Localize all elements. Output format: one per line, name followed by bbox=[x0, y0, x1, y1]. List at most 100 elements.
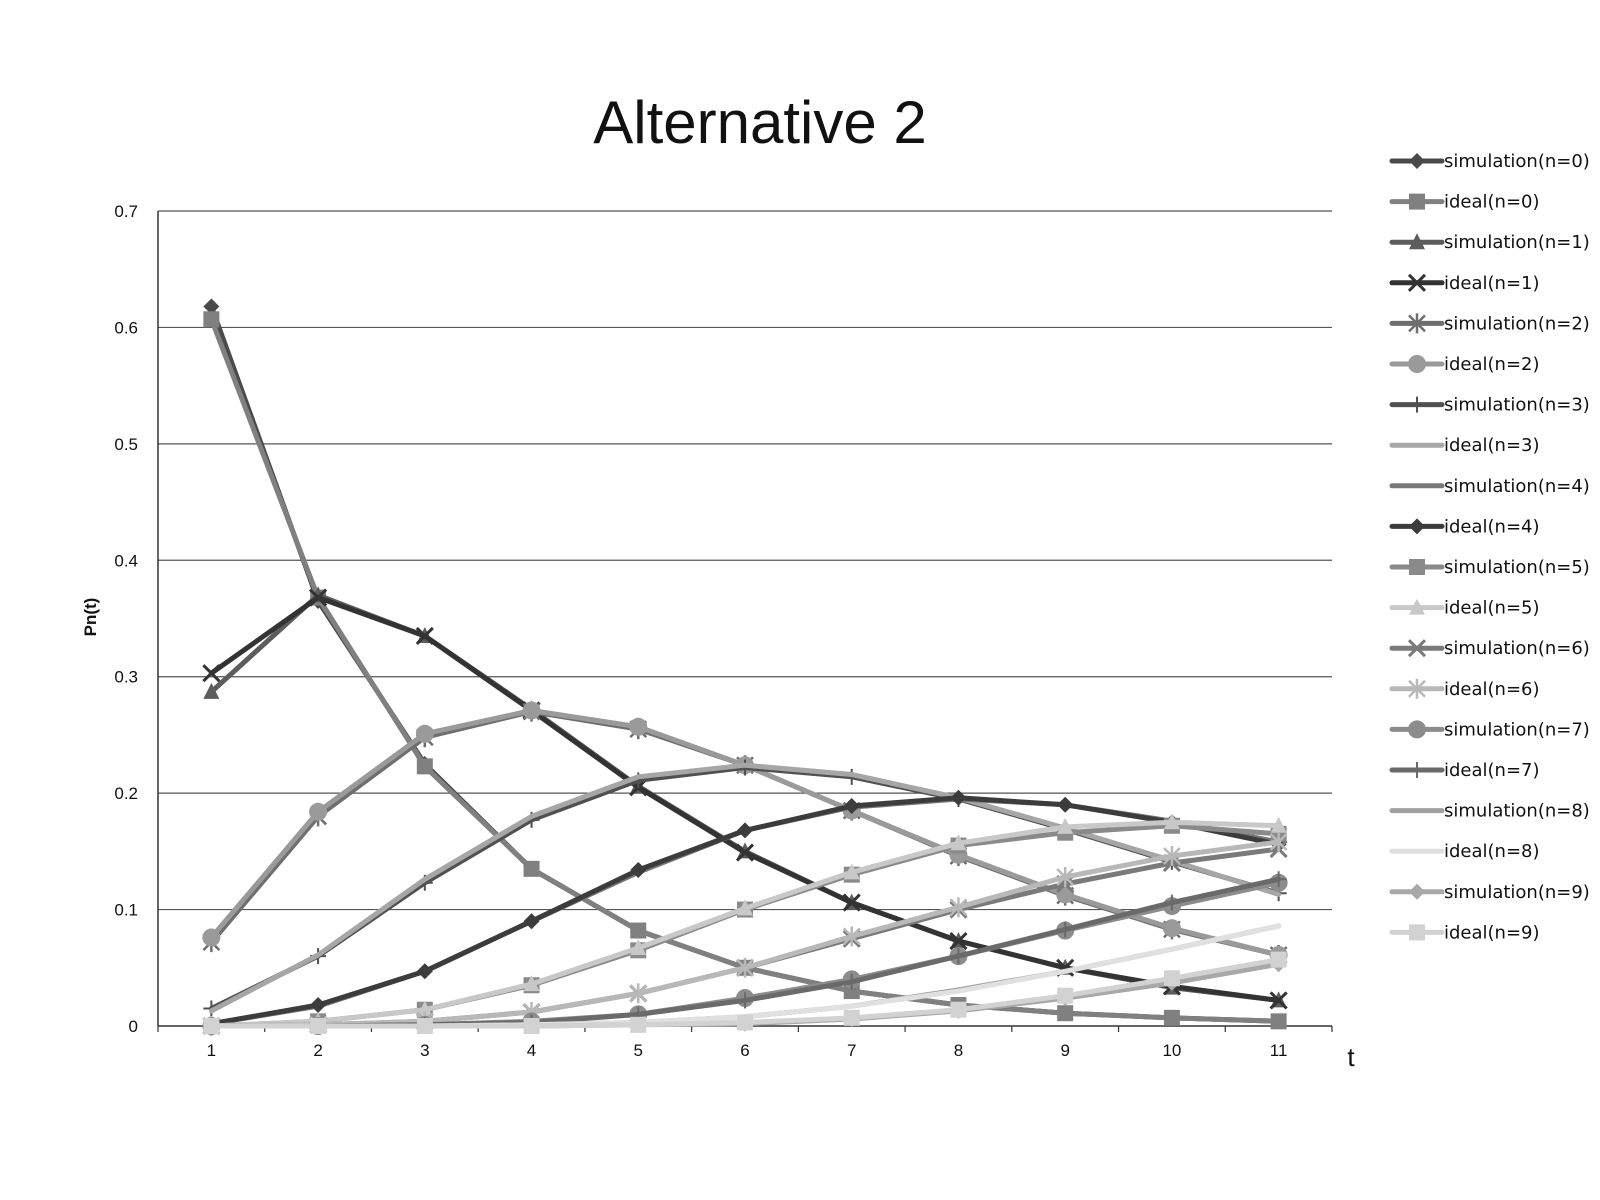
data-point bbox=[843, 797, 860, 814]
y-axis-title: Pn(t) bbox=[81, 598, 100, 637]
data-point bbox=[203, 311, 220, 328]
data-point bbox=[522, 701, 541, 720]
data-point bbox=[1056, 866, 1075, 887]
series-ideal-n-9 bbox=[203, 951, 1287, 1034]
data-point bbox=[1269, 832, 1288, 853]
legend-label: simulation(n=6) bbox=[1444, 638, 1590, 659]
legend-item: simulation(n=2) bbox=[1389, 313, 1590, 334]
legend-label: ideal(n=9) bbox=[1444, 922, 1540, 943]
legend-label: simulation(n=9) bbox=[1444, 882, 1590, 903]
data-point bbox=[1407, 273, 1427, 292]
data-point bbox=[1409, 233, 1425, 250]
legend-item: simulation(n=3) bbox=[1389, 395, 1590, 416]
legend: simulation(n=0) ideal(n=0) simulation(n=1)… bbox=[1389, 151, 1590, 943]
data-point bbox=[1057, 987, 1074, 1004]
series-ideal-n-1 bbox=[202, 588, 1288, 1010]
data-point bbox=[629, 717, 648, 736]
x-tick-label: 9 bbox=[1060, 1041, 1069, 1060]
data-point bbox=[1408, 313, 1426, 334]
series-simulation-n-1 bbox=[203, 586, 1287, 1008]
data-point bbox=[842, 893, 861, 912]
legend-label: ideal(n=2) bbox=[1444, 354, 1540, 375]
data-point bbox=[949, 931, 968, 951]
data-point bbox=[1270, 816, 1287, 833]
data-point bbox=[736, 957, 754, 978]
x-tick-label: 3 bbox=[420, 1041, 429, 1060]
data-point bbox=[1163, 1009, 1180, 1026]
data-point bbox=[737, 992, 753, 1009]
data-point bbox=[1409, 924, 1425, 941]
data-point bbox=[309, 802, 328, 821]
x-tick-label: 7 bbox=[847, 1041, 856, 1060]
data-point bbox=[737, 899, 753, 916]
data-point bbox=[202, 664, 221, 683]
legend-item: ideal(n=2) bbox=[1389, 354, 1540, 375]
legend-label: simulation(n=3) bbox=[1444, 395, 1590, 416]
data-point bbox=[415, 724, 434, 743]
data-point bbox=[950, 1001, 967, 1018]
data-point bbox=[737, 822, 753, 839]
y-tick-label: 0 bbox=[129, 1017, 138, 1036]
data-point bbox=[843, 1009, 860, 1026]
y-tick-label: 0.5 bbox=[114, 435, 138, 454]
legend-item: ideal(n=1) bbox=[1389, 273, 1540, 294]
legend-label: ideal(n=6) bbox=[1444, 679, 1540, 700]
data-point bbox=[416, 1018, 433, 1034]
series-line bbox=[208, 592, 1282, 1003]
data-point bbox=[523, 975, 540, 992]
data-point bbox=[1056, 885, 1075, 904]
data-point bbox=[523, 860, 540, 877]
y-tick-label: 0.6 bbox=[114, 318, 138, 337]
x-tick-label: 2 bbox=[313, 1041, 322, 1060]
y-tick-label: 0.4 bbox=[114, 551, 138, 570]
data-point bbox=[203, 682, 220, 699]
data-point bbox=[1057, 817, 1074, 834]
legend-item: simulation(n=0) bbox=[1389, 151, 1590, 172]
data-point bbox=[1408, 355, 1426, 373]
axes: 0 0.1 0.2 0.3 0.4 0.5 0.6 0.7 1 2 3 4 5 6 7 8 9 10 11 bbox=[114, 202, 1333, 1060]
data-point bbox=[950, 948, 967, 965]
x-axis-title: t bbox=[1347, 1042, 1355, 1072]
series-ideal-n-7 bbox=[203, 871, 1287, 1034]
x-tick-label: 10 bbox=[1162, 1041, 1181, 1060]
data-point bbox=[1408, 678, 1426, 699]
y-tick-label: 0.2 bbox=[114, 784, 138, 803]
legend-item: simulation(n=7) bbox=[1389, 719, 1590, 740]
data-point bbox=[523, 913, 540, 930]
data-point bbox=[1269, 991, 1288, 1010]
data-point bbox=[203, 1018, 220, 1034]
legend-item: simulation(n=4) bbox=[1389, 476, 1590, 497]
data-point bbox=[1409, 193, 1425, 210]
legend-label: simulation(n=0) bbox=[1444, 151, 1590, 172]
data-point bbox=[416, 1000, 433, 1017]
data-point bbox=[629, 983, 648, 1004]
chart-title: Alternative 2 bbox=[593, 89, 927, 156]
legend-item: simulation(n=5) bbox=[1389, 557, 1590, 578]
data-point bbox=[1409, 598, 1425, 615]
legend-label: simulation(n=4) bbox=[1444, 476, 1590, 497]
series-group bbox=[202, 298, 1288, 1036]
series-line bbox=[208, 762, 1282, 1014]
legend-item: simulation(n=1) bbox=[1389, 232, 1590, 253]
legend-label: simulation(n=8) bbox=[1444, 801, 1590, 822]
legend-item: ideal(n=4) bbox=[1389, 516, 1540, 537]
data-point bbox=[202, 928, 221, 947]
x-tick-label: 11 bbox=[1270, 1041, 1288, 1060]
data-point bbox=[1409, 153, 1425, 169]
data-point bbox=[310, 997, 327, 1014]
legend-item: simulation(n=6) bbox=[1389, 638, 1590, 659]
x-tick-label: 5 bbox=[634, 1041, 643, 1060]
data-point bbox=[415, 626, 434, 646]
series-ideal-n-3 bbox=[208, 762, 1282, 1014]
legend-label: simulation(n=7) bbox=[1444, 719, 1590, 740]
data-point bbox=[1409, 883, 1425, 900]
legend-label: ideal(n=0) bbox=[1444, 192, 1540, 213]
legend-item: simulation(n=8) bbox=[1389, 801, 1590, 822]
legend-item: ideal(n=7) bbox=[1389, 760, 1540, 781]
series-simulation-n-7 bbox=[202, 873, 1288, 1035]
data-point bbox=[1163, 846, 1181, 867]
data-point bbox=[950, 834, 967, 851]
legend-item: ideal(n=8) bbox=[1389, 841, 1540, 862]
